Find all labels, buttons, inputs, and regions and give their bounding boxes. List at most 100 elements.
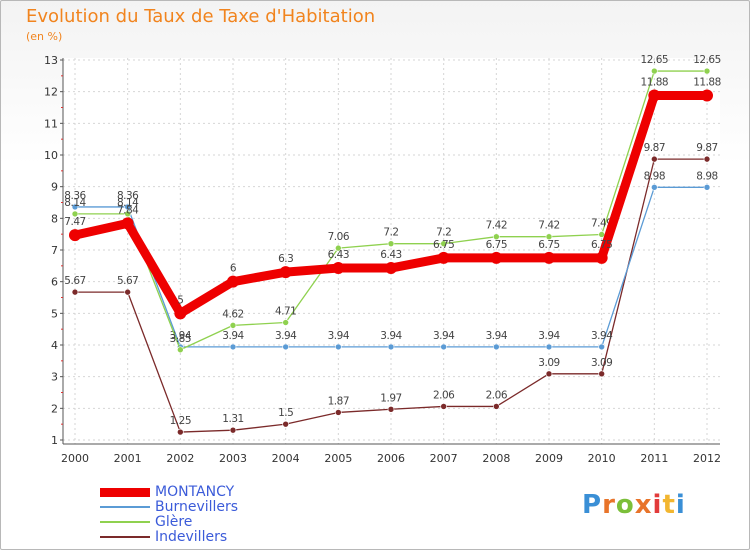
data-label: 7.06	[328, 231, 350, 243]
x-tick-label: 2011	[640, 452, 668, 465]
data-label: 3.09	[591, 357, 612, 369]
data-label: 1.31	[222, 413, 243, 425]
data-point	[703, 67, 711, 75]
data-label: 2.06	[486, 389, 508, 401]
data-point	[332, 262, 345, 275]
logo-letter: r	[602, 490, 616, 520]
data-point	[71, 203, 79, 211]
data-point	[229, 426, 237, 434]
data-label: 11.88	[641, 76, 669, 88]
series-burnevillers: 8.36 8.36 3.94 3.94 3.94 3.94 3.94 3.94 3.94 3.94…	[64, 170, 718, 351]
data-label: 3.09	[538, 357, 559, 369]
data-label: 3.94	[486, 330, 508, 342]
data-label: 12.65	[641, 54, 669, 66]
data-label: 9.87	[644, 142, 665, 154]
data-label: 8.14	[117, 197, 139, 209]
y-tick-label: 1	[51, 434, 58, 447]
x-tick-label: 2010	[588, 452, 616, 465]
data-point	[648, 89, 661, 102]
data-point	[493, 233, 500, 240]
data-point	[335, 343, 342, 351]
legend-label: MONTANCY	[155, 484, 235, 500]
data-label: 5.67	[117, 275, 138, 287]
data-point	[387, 405, 395, 413]
data-label: 7.47	[64, 216, 85, 228]
data-point	[545, 370, 553, 378]
data-label: 7.2	[436, 227, 451, 239]
data-label: 1.25	[170, 415, 191, 427]
data-label: 3.94	[222, 330, 244, 342]
y-tick-label: 2	[51, 402, 58, 415]
x-tick-label: 2008	[482, 452, 510, 465]
series-montancy: 7.47 7.84 5 6 6.3 6.43 6.43 6.75 6.75 6.75 6.75 11.…	[64, 76, 721, 320]
y-tick-label: 13	[44, 54, 58, 67]
logo-letter: P	[582, 490, 603, 520]
data-point	[493, 343, 500, 351]
data-label: 8.98	[644, 170, 665, 182]
data-point	[385, 262, 397, 275]
y-tick-label: 3	[51, 371, 58, 384]
data-point	[701, 89, 713, 102]
data-point	[387, 343, 395, 351]
legend-label: Indevillers	[155, 529, 228, 545]
logo-letter: i	[675, 490, 686, 520]
data-point	[174, 307, 187, 320]
data-point	[651, 155, 658, 163]
legend-swatch	[100, 536, 150, 538]
data-point	[282, 319, 289, 326]
logo-letter: x	[634, 490, 653, 520]
data-label: 8.36	[64, 190, 86, 202]
legend-swatch	[100, 506, 150, 508]
data-label: 6.75	[538, 239, 559, 251]
data-point	[440, 240, 447, 247]
x-tick-label: 2003	[219, 452, 247, 465]
data-label: 1.97	[380, 392, 401, 404]
y-tick-label: 6	[51, 276, 58, 289]
data-point	[227, 275, 239, 288]
chart-title: Evolution du Taux de Taxe d'Habitation	[26, 6, 376, 27]
data-point	[437, 251, 450, 264]
data-label: 7.84	[117, 204, 139, 216]
y-tick-label: 12	[44, 86, 58, 99]
data-label: 5	[177, 294, 183, 306]
data-label: 2.06	[433, 389, 455, 401]
data-label: 8.98	[696, 170, 717, 182]
y-tick-label: 7	[51, 244, 58, 257]
x-tick-label: 2001	[114, 452, 142, 465]
data-point	[177, 428, 184, 436]
x-axis: 2000 2001 2002 2003 2004 2005 2006 2007 2008 2009…	[61, 443, 721, 465]
data-point	[651, 67, 658, 75]
data-point	[124, 203, 131, 211]
y-tick-label: 11	[44, 117, 58, 130]
data-label: 3.94	[591, 330, 613, 342]
data-label: 3.94	[328, 330, 350, 342]
data-point	[121, 217, 134, 230]
data-point	[703, 155, 711, 163]
x-tick-label: 2004	[272, 452, 300, 465]
y-tick-label: 5	[51, 307, 58, 320]
data-point	[71, 210, 79, 218]
data-point	[493, 403, 500, 410]
y-tick-label: 4	[51, 339, 58, 352]
data-label: 8.36	[117, 190, 139, 202]
data-point	[71, 288, 79, 296]
x-tick-label: 2012	[693, 452, 721, 465]
data-point	[543, 251, 555, 264]
data-point	[440, 343, 447, 351]
data-point	[545, 233, 553, 240]
data-point	[229, 343, 237, 351]
y-tick-label: 8	[51, 212, 58, 225]
data-label: 3.94	[170, 330, 192, 342]
series-indevillers: 5.67 5.67 1.25 1.31 1.5 1.87 1.97 2.06 2.06 3.09 3…	[64, 142, 718, 436]
data-label: 3.94	[433, 330, 455, 342]
data-label: 6.75	[591, 239, 612, 251]
data-label: 11.88	[693, 76, 721, 88]
x-tick-label: 2002	[166, 452, 194, 465]
data-point	[545, 343, 553, 351]
data-point	[69, 229, 81, 242]
data-label: 6.75	[433, 239, 454, 251]
x-tick-label: 2009	[535, 452, 563, 465]
data-point	[282, 343, 289, 351]
